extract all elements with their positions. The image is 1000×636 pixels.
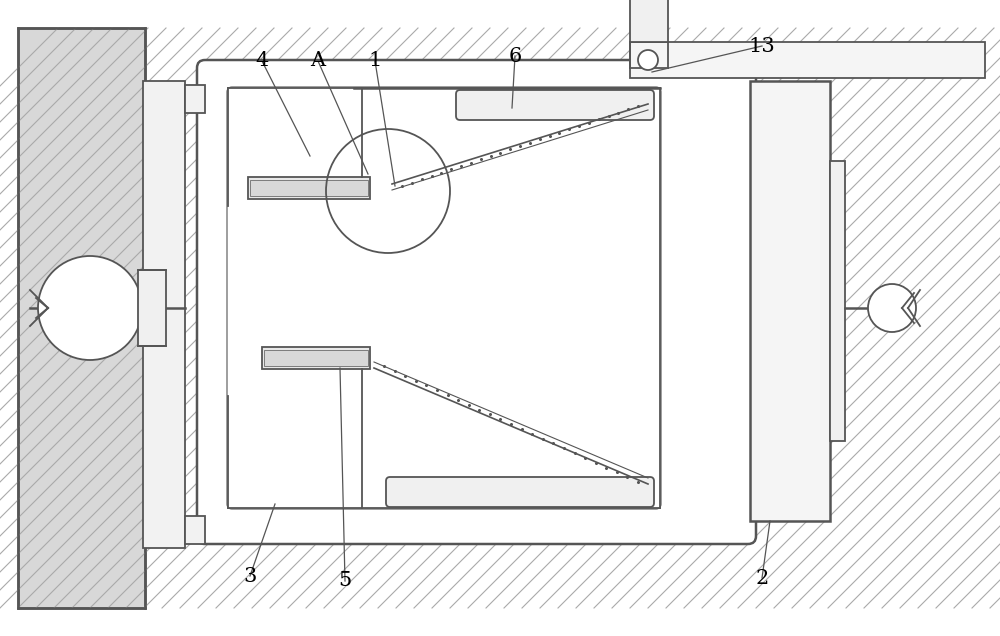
FancyBboxPatch shape xyxy=(197,60,756,544)
Text: 1: 1 xyxy=(368,52,382,71)
Bar xyxy=(264,350,368,366)
Text: 13: 13 xyxy=(749,36,775,55)
Text: 6: 6 xyxy=(508,46,522,66)
Circle shape xyxy=(638,50,658,70)
Bar xyxy=(185,85,205,113)
Bar xyxy=(185,516,205,544)
Circle shape xyxy=(868,284,916,332)
Bar xyxy=(262,347,370,369)
Bar xyxy=(830,161,845,441)
Bar xyxy=(18,28,145,608)
FancyBboxPatch shape xyxy=(386,477,654,507)
Bar xyxy=(143,81,185,548)
Bar xyxy=(250,180,368,196)
Text: 4: 4 xyxy=(255,52,269,71)
Bar xyxy=(750,81,830,521)
Bar xyxy=(630,42,985,78)
Bar xyxy=(138,270,166,346)
Bar xyxy=(630,0,668,42)
Circle shape xyxy=(38,256,142,360)
Text: 5: 5 xyxy=(338,572,352,590)
Text: 2: 2 xyxy=(755,569,769,588)
Text: 3: 3 xyxy=(243,567,257,586)
Text: A: A xyxy=(310,52,326,71)
FancyBboxPatch shape xyxy=(456,90,654,120)
Bar xyxy=(248,177,370,199)
